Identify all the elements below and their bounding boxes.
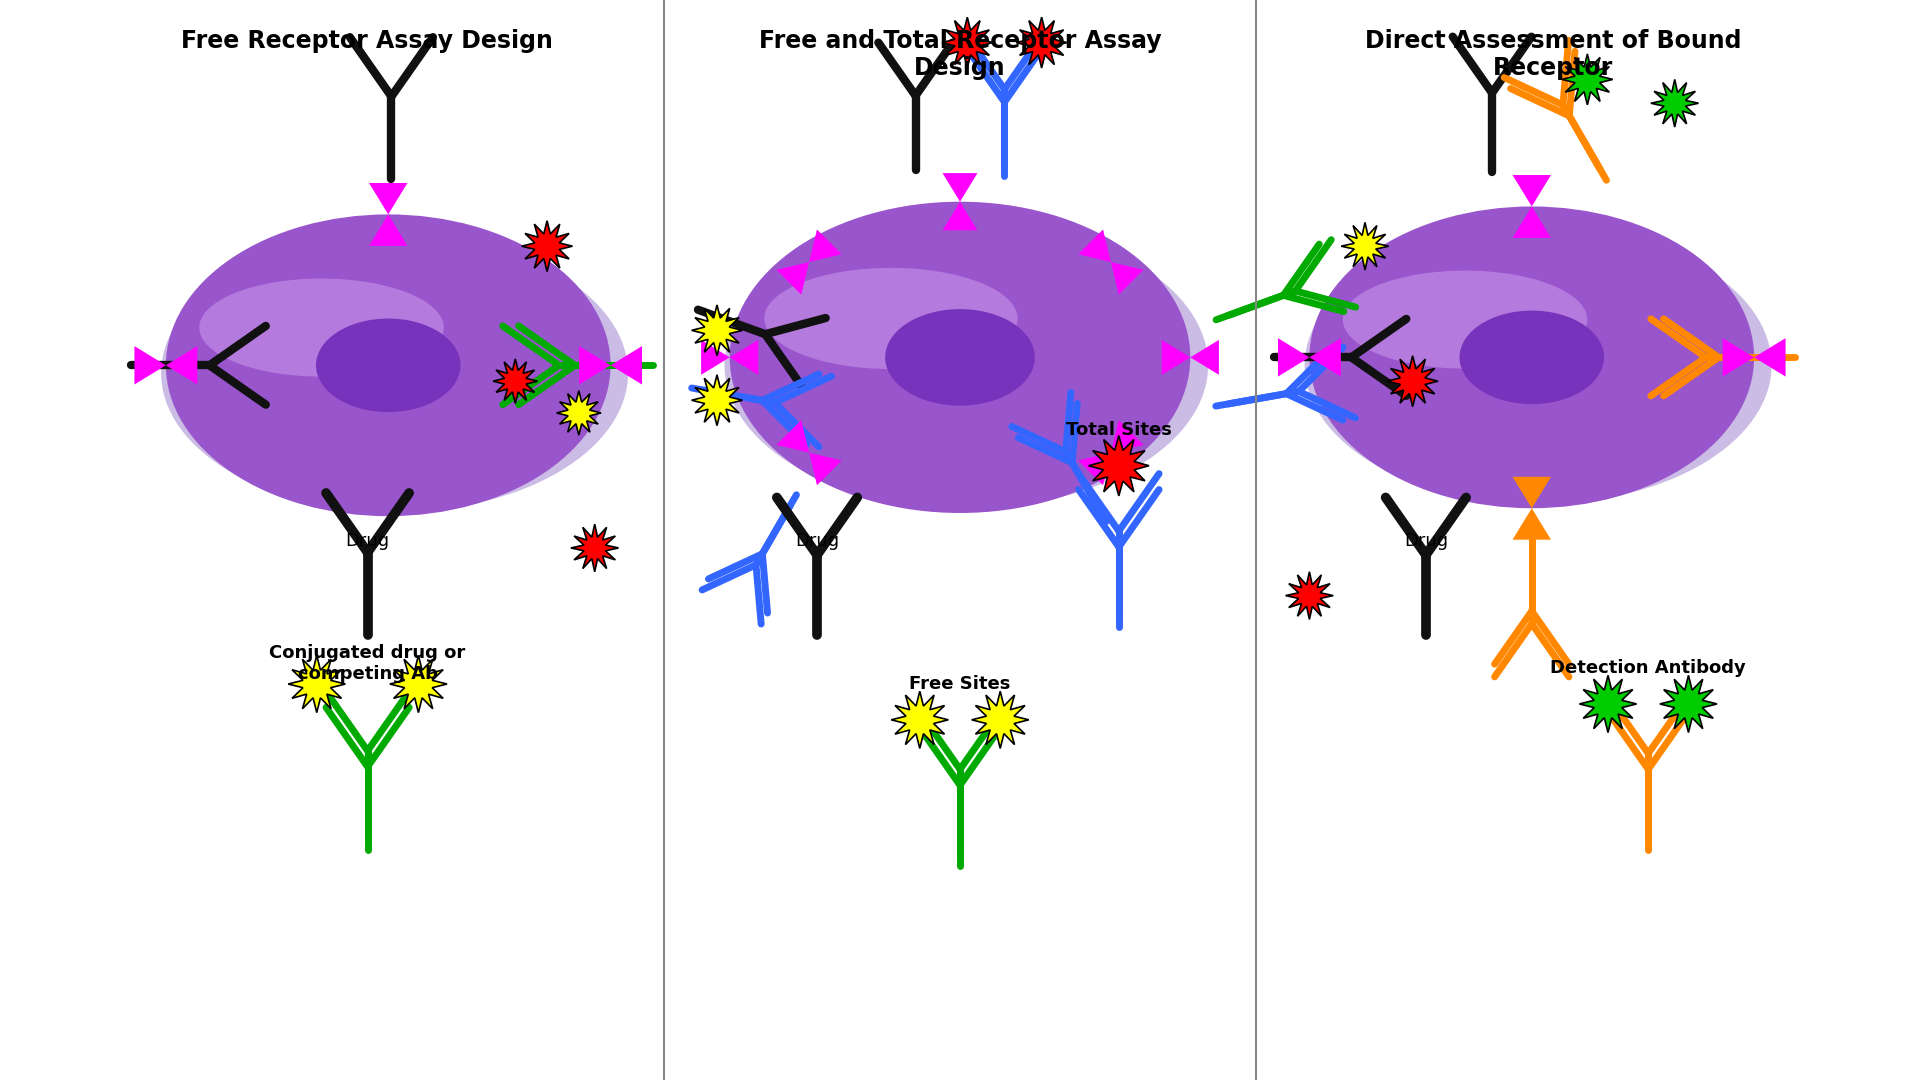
Ellipse shape [1459, 311, 1603, 404]
Polygon shape [580, 346, 611, 384]
Text: Detection Antibody: Detection Antibody [1549, 660, 1745, 677]
Polygon shape [1661, 675, 1716, 732]
Polygon shape [808, 229, 841, 262]
Polygon shape [1112, 420, 1144, 453]
Polygon shape [369, 183, 407, 215]
Text: Total Sites: Total Sites [1066, 421, 1171, 438]
Polygon shape [1580, 675, 1636, 732]
Polygon shape [1286, 571, 1332, 620]
Polygon shape [730, 340, 758, 375]
Polygon shape [972, 691, 1029, 748]
Polygon shape [1855, 397, 1903, 445]
Polygon shape [1388, 355, 1438, 406]
Text: Drug: Drug [1404, 532, 1448, 550]
Ellipse shape [317, 319, 461, 413]
Polygon shape [943, 202, 977, 230]
Polygon shape [1853, 269, 1903, 320]
Polygon shape [288, 656, 346, 713]
Ellipse shape [885, 309, 1035, 406]
Polygon shape [165, 346, 198, 384]
Polygon shape [1089, 435, 1148, 496]
Ellipse shape [161, 234, 628, 512]
Polygon shape [1342, 222, 1388, 270]
Polygon shape [776, 262, 808, 295]
Polygon shape [1755, 338, 1786, 377]
Polygon shape [943, 173, 977, 202]
Text: Drug: Drug [346, 532, 390, 550]
Ellipse shape [165, 215, 611, 516]
Polygon shape [808, 453, 841, 485]
Polygon shape [1112, 262, 1144, 295]
Polygon shape [570, 524, 618, 571]
Polygon shape [134, 346, 165, 384]
Polygon shape [701, 340, 730, 375]
Text: Free Receptor Assay Design: Free Receptor Assay Design [180, 28, 553, 53]
Ellipse shape [724, 222, 1208, 509]
Polygon shape [390, 656, 447, 713]
Ellipse shape [200, 279, 444, 377]
Ellipse shape [1306, 227, 1772, 504]
Polygon shape [557, 391, 601, 435]
Text: Drug: Drug [795, 532, 839, 550]
Ellipse shape [1342, 271, 1588, 368]
Polygon shape [1016, 17, 1068, 68]
Text: Direct Assessment of Bound
Receptor: Direct Assessment of Bound Receptor [1365, 28, 1741, 80]
Polygon shape [776, 420, 808, 453]
Polygon shape [1309, 338, 1340, 377]
Polygon shape [891, 691, 948, 748]
Text: Free Sites: Free Sites [910, 675, 1010, 693]
Polygon shape [1722, 338, 1755, 377]
Polygon shape [1079, 229, 1112, 262]
Text: Conjugated drug or
competing Ab: Conjugated drug or competing Ab [269, 645, 467, 684]
Polygon shape [369, 215, 407, 246]
Text: Free and Total Receptor Assay
Design: Free and Total Receptor Assay Design [758, 28, 1162, 80]
Polygon shape [1513, 476, 1551, 509]
Polygon shape [1079, 453, 1112, 485]
Polygon shape [1563, 54, 1613, 105]
Polygon shape [1513, 509, 1551, 540]
Polygon shape [1513, 206, 1551, 238]
Polygon shape [691, 375, 743, 426]
Polygon shape [1162, 340, 1190, 375]
Polygon shape [611, 346, 641, 384]
Ellipse shape [764, 268, 1018, 369]
Polygon shape [522, 220, 572, 271]
Polygon shape [1190, 340, 1219, 375]
Polygon shape [943, 17, 993, 68]
Polygon shape [1513, 175, 1551, 206]
Polygon shape [691, 305, 743, 355]
Polygon shape [493, 359, 538, 404]
Ellipse shape [730, 202, 1190, 513]
Polygon shape [1279, 338, 1309, 377]
Polygon shape [1651, 80, 1699, 127]
Ellipse shape [1309, 206, 1755, 509]
